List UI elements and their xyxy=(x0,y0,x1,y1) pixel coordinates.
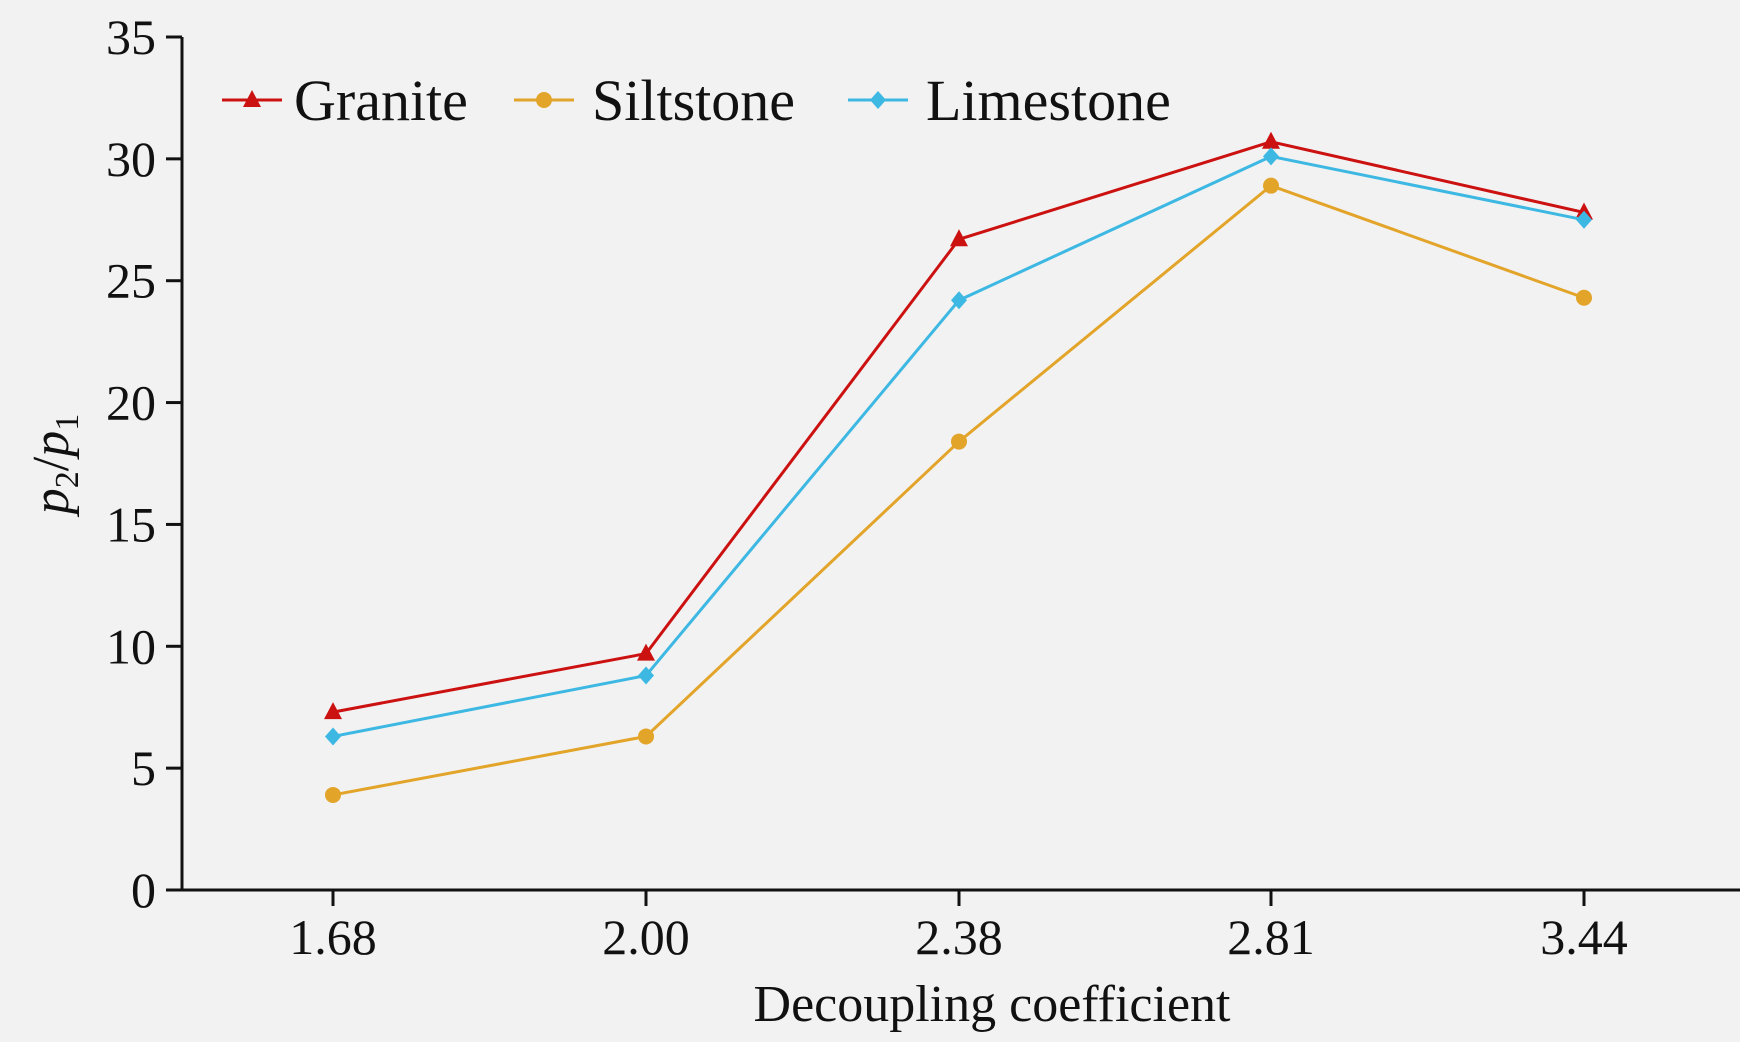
series-limestone xyxy=(325,147,1592,746)
y-title-p2: p xyxy=(23,488,80,518)
y-tick-label: 0 xyxy=(131,862,156,918)
limestone-point xyxy=(1576,210,1592,229)
granite-line xyxy=(332,140,1585,714)
siltstone-line xyxy=(332,183,1585,797)
series-granite xyxy=(324,131,1593,720)
x-tick-label: 2.00 xyxy=(602,909,690,965)
legend-item-granite: Granite xyxy=(222,68,468,133)
y-ticks: 0 5 10 15 20 25 30 35 xyxy=(106,9,182,918)
y-tick-label: 15 xyxy=(106,496,156,552)
legend-label: Granite xyxy=(294,68,468,133)
granite-point xyxy=(950,229,968,247)
legend-label: Siltstone xyxy=(592,68,795,133)
y-tick-label: 25 xyxy=(106,253,156,309)
siltstone-point xyxy=(1263,177,1279,194)
limestone-point xyxy=(951,291,967,310)
legend-swatch-marker xyxy=(243,90,261,107)
series-siltstone xyxy=(325,177,1592,803)
granite-point xyxy=(1262,131,1280,149)
legend-swatch-marker xyxy=(870,91,886,109)
legend-label: Limestone xyxy=(926,68,1171,133)
y-title-slash: / xyxy=(23,456,80,471)
limestone-point xyxy=(325,727,341,746)
y-tick-label: 35 xyxy=(106,9,156,65)
y-tick-label: 10 xyxy=(106,618,156,674)
limestone-point xyxy=(1263,147,1279,166)
x-tick-label: 2.38 xyxy=(915,909,1003,965)
axes xyxy=(180,37,1740,892)
limestone-point xyxy=(638,666,654,685)
siltstone-point xyxy=(325,786,341,803)
y-title-sub2: 2 xyxy=(49,471,86,488)
legend-item-limestone: Limestone xyxy=(848,68,1171,133)
granite-point xyxy=(637,643,655,661)
y-tick-label: 5 xyxy=(131,740,156,796)
legend-swatch-marker xyxy=(536,92,552,108)
legend: Granite Siltstone Limestone xyxy=(222,68,1171,133)
x-axis-title: Decoupling coefficient xyxy=(754,976,1232,1033)
y-title-sub1: 1 xyxy=(49,414,86,431)
granite-point xyxy=(324,702,342,720)
siltstone-point xyxy=(638,728,654,745)
y-tick-label: 30 xyxy=(106,131,156,187)
y-tick-label: 20 xyxy=(106,375,156,431)
x-ticks: 1.68 2.00 2.38 2.81 3.44 xyxy=(289,890,1628,965)
x-tick-label: 1.68 xyxy=(289,909,377,965)
series-layer xyxy=(324,131,1593,803)
x-tick-label: 2.81 xyxy=(1227,909,1315,965)
legend-item-siltstone: Siltstone xyxy=(514,68,795,133)
y-axis-title: p2/p1 xyxy=(23,414,86,518)
x-tick-label: 3.44 xyxy=(1540,909,1628,965)
siltstone-point xyxy=(951,433,967,450)
siltstone-point xyxy=(1576,289,1592,306)
y-title-p1: p xyxy=(23,431,80,461)
